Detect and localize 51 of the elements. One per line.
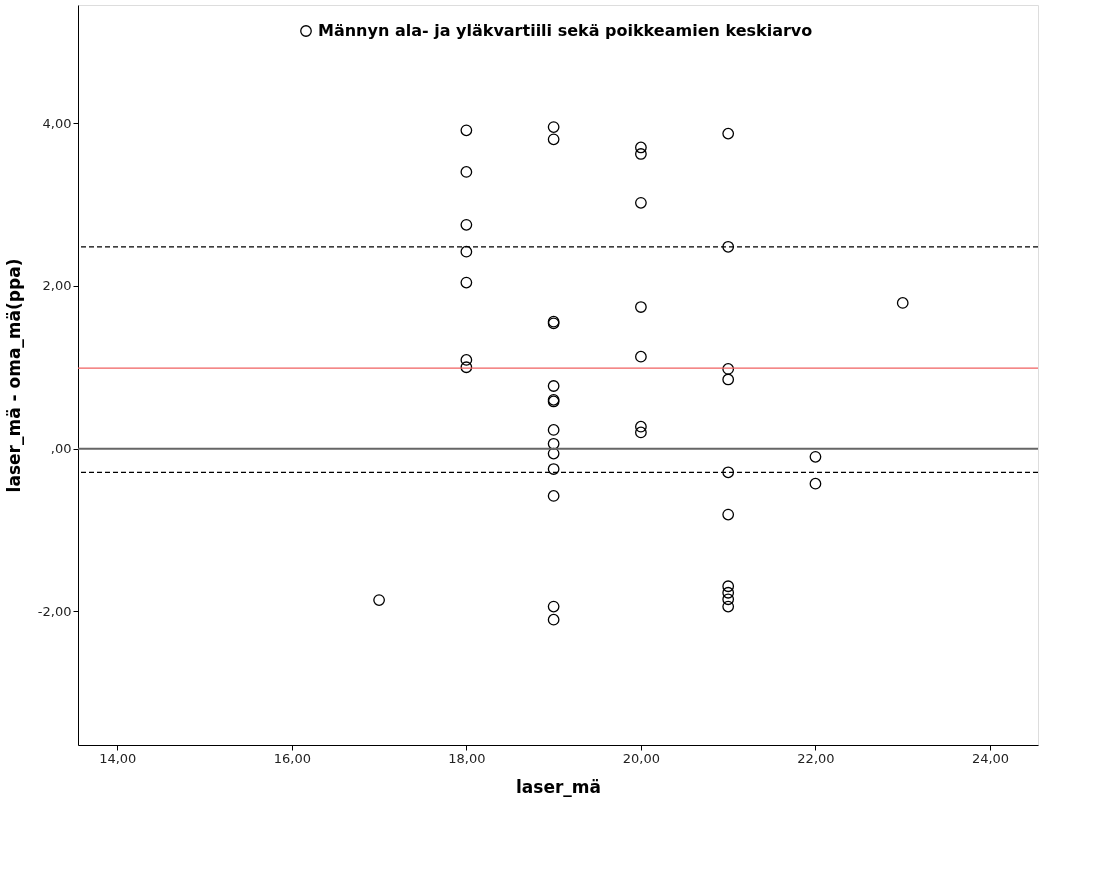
point [635,301,647,313]
point [635,196,647,209]
point [809,450,822,463]
point [547,133,560,146]
point [722,373,735,386]
point [896,297,909,309]
point [635,420,647,433]
x-tick-label: 24,00 [971,750,1010,766]
point [460,245,473,258]
point [547,437,560,450]
point [635,141,647,154]
point [460,166,473,178]
point [460,354,473,366]
point [722,586,735,599]
y-tick-label: 4,00 [42,115,72,131]
point [373,594,385,606]
x-axis-title: laser_mä [515,776,602,797]
x-tick-label: 18,00 [448,750,486,766]
point [722,466,735,479]
point [722,508,735,521]
x-tick-label: 20,00 [622,750,661,766]
point [722,363,735,375]
legend-label: Männyn ala- ja yläkvartiili sekä poikkeamien keskiarvo [318,21,813,40]
point [722,593,735,606]
point [460,218,473,231]
point [635,426,647,439]
y-tick-label: -2,00 [37,603,72,619]
point [460,124,473,137]
point [547,380,560,392]
x-tick-label: 14,00 [99,750,137,766]
point [547,490,560,502]
point [809,477,822,490]
point [547,121,560,133]
point [722,127,735,140]
point [460,276,473,289]
point [722,240,735,253]
point [547,613,560,626]
point [547,447,560,460]
point [547,600,560,613]
y-tick-label: ,00 [50,441,72,457]
point [547,463,560,475]
y-tick-label: 2,00 [42,278,72,294]
point [722,580,735,593]
point [547,424,560,436]
x-tick-label: 22,00 [797,750,835,766]
point [635,148,647,160]
point [460,361,473,374]
x-tick-label: 16,00 [273,750,311,766]
y-axis-title: laser_mä - oma_mä(ppa) [3,258,24,493]
point [635,350,647,363]
point [722,600,735,613]
